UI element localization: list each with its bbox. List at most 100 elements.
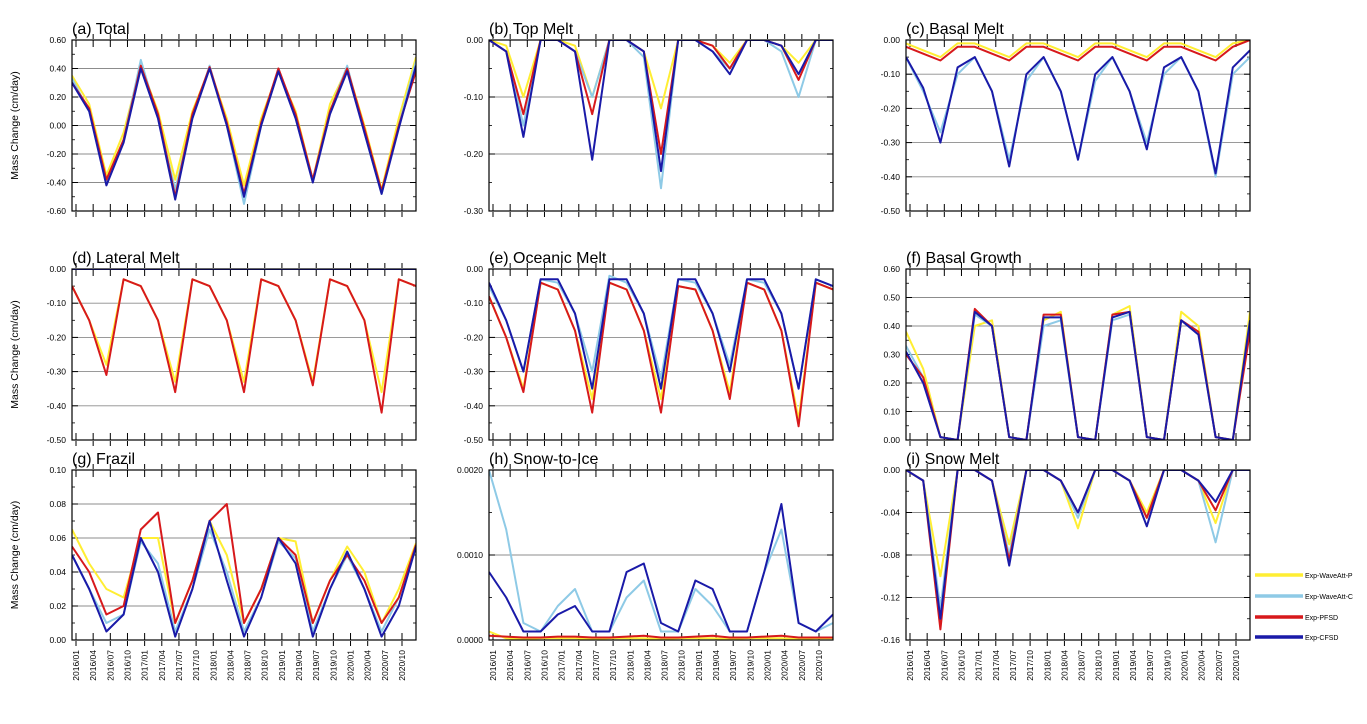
series-group (72, 503, 416, 638)
series-group (489, 40, 833, 190)
y-tick-label: 0.0010 (457, 550, 483, 560)
series-line-exp-pfsd (72, 278, 416, 414)
x-tick-label: 2017/07 (174, 650, 184, 681)
x-tick-label: 2019/07 (311, 650, 321, 681)
series-group (72, 56, 416, 205)
x-tick-label: 2020/10 (1231, 650, 1241, 681)
x-tick-label: 2017/10 (608, 650, 618, 681)
y-tick-label: 0.04 (49, 567, 66, 577)
y-tick-label: 0.0000 (457, 635, 483, 645)
legend-label: Exp-CFSD (1305, 635, 1338, 642)
series-line-exp-cfsd (906, 470, 1250, 620)
y-tick-label: -0.50 (464, 435, 484, 445)
x-tick-label: 2016/10 (122, 650, 132, 681)
x-tick-label: 2020/01 (1180, 650, 1190, 681)
x-tick-label: 2016/04 (505, 650, 515, 681)
x-tick-label: 2019/04 (1128, 650, 1138, 681)
x-tick-label: 2017/10 (1025, 650, 1035, 681)
panel-a-total: (a) Total 0.60 0.40 0.20 0.00 -0.20 -0.40 -0.60… (9, 21, 417, 217)
panel-f-basal-growth: (f) Basal Growth 0.60 0.50 0.40 0.30 0.20 0.10… (883, 250, 1251, 446)
x-tick-label: 2018/04 (1059, 650, 1069, 681)
x-tick-label: 2018/01 (208, 650, 218, 681)
y-tick-label: -0.30 (464, 367, 484, 377)
legend: Exp-WaveAtt-P Exp-WaveAtt-C Exp-PFSD Exp-CF… (1255, 573, 1353, 642)
y-tick-label: -0.20 (464, 149, 484, 159)
panel-e-oceanic-melt: (e) Oceanic Melt 0.00 -0.10 -0.20 -0.30 -0.40… (464, 250, 834, 446)
y-tick-label: -0.10 (47, 298, 67, 308)
panel-c-basal-melt: (c) Basal Melt 0.00 -0.10 -0.20 -0.30 -0.40 -0… (881, 21, 1251, 217)
y-tick-label: 0.20 (883, 378, 900, 388)
x-tick-label: 2020/04 (363, 650, 373, 681)
series-line-exp-waveatt-p (72, 56, 416, 191)
panel-h-snow-to-ice: (h) Snow-to-Ice 0.0020 0.0010 0.0000 2016/01… (457, 451, 834, 681)
x-tick-label: 2017/07 (1008, 650, 1018, 681)
panel-title: (f) Basal Growth (906, 250, 1022, 267)
y-tick-label: 0.20 (49, 92, 66, 102)
panel-title: (d) Lateral Melt (72, 250, 180, 267)
series-line-exp-pfsd (72, 503, 416, 624)
x-tick-label: 2018/01 (625, 650, 635, 681)
panel-title: (i) Snow Melt (906, 451, 1000, 468)
x-tick-label: 2017/04 (574, 650, 584, 681)
y-tick-label: 0.0020 (457, 465, 483, 475)
x-tick-label: 2017/07 (591, 650, 601, 681)
x-tick-label: 2020/01 (346, 650, 356, 681)
x-tick-label: 2018/07 (660, 650, 670, 681)
y-tick-label: -0.30 (47, 367, 67, 377)
legend-label: Exp-WaveAtt-C (1305, 594, 1353, 601)
series-line-exp-cfsd (489, 278, 833, 390)
y-tick-label: 0.00 (883, 435, 900, 445)
legend-item-exp-waveatt-p: Exp-WaveAtt-P (1255, 573, 1353, 580)
y-tick-label: 0.60 (883, 264, 900, 274)
x-tick-label: 2018/07 (243, 650, 253, 681)
y-tick-label: -0.10 (464, 298, 484, 308)
x-tick-label: 2019/01 (277, 650, 287, 681)
series-group (906, 40, 1250, 178)
x-tick-label: 2019/01 (1111, 650, 1121, 681)
panel-title: (c) Basal Melt (906, 21, 1004, 38)
x-tick-label: 2017/10 (191, 650, 201, 681)
x-tick-label: 2019/07 (728, 650, 738, 681)
y-tick-label: 0.50 (883, 293, 900, 303)
series-line-exp-waveatt-c (906, 470, 1250, 610)
y-tick-label: -0.04 (881, 508, 901, 518)
x-tick-label: 2020/07 (797, 650, 807, 681)
y-tick-label: 0.02 (49, 601, 66, 611)
series-line-exp-cfsd (906, 310, 1250, 440)
x-tick-label: 2019/01 (694, 650, 704, 681)
y-tick-label: 0.10 (883, 407, 900, 417)
x-tick-label: 2020/04 (780, 650, 790, 681)
plot-frame (71, 39, 417, 212)
x-tick-label: 2019/04 (294, 650, 304, 681)
panel-d-lateral-melt: (d) Lateral Melt 0.00 -0.10 -0.20 -0.30 -0.40… (9, 250, 417, 446)
y-tick-label: -0.60 (47, 206, 67, 216)
y-tick-label: -0.50 (881, 206, 901, 216)
x-tick-label: 2019/04 (711, 650, 721, 681)
y-tick-label: 0.00 (49, 635, 66, 645)
series-line-exp-waveatt-c (489, 470, 833, 633)
y-tick-label: -0.50 (47, 435, 67, 445)
series-line-exp-pfsd (906, 470, 1250, 631)
y-tick-label: -0.30 (881, 138, 901, 148)
plot-frame (905, 469, 1251, 641)
series-line-exp-pfsd (906, 40, 1250, 62)
y-tick-label: -0.40 (47, 178, 67, 188)
x-tick-label: 2020/07 (1214, 650, 1224, 681)
x-tick-label: 2016/07 (939, 650, 949, 681)
series-group (489, 274, 833, 428)
x-tick-label: 2019/07 (1145, 650, 1155, 681)
x-tick-label: 2020/10 (814, 650, 824, 681)
x-tick-label: 2016/07 (105, 650, 115, 681)
series-group (906, 470, 1250, 631)
plot-frame (905, 39, 1251, 212)
y-tick-label: 0.60 (49, 35, 66, 45)
y-tick-label: 0.00 (49, 121, 66, 131)
y-axis-label: Mass Change (cm/day) (9, 300, 21, 409)
y-tick-label: -0.20 (47, 332, 67, 342)
x-tick-label: 2016/01 (905, 650, 915, 681)
y-tick-label: -0.20 (47, 149, 67, 159)
series-line-exp-waveatt-p (489, 630, 833, 640)
plot-frame (71, 469, 417, 641)
series-line-exp-cfsd (489, 503, 833, 633)
